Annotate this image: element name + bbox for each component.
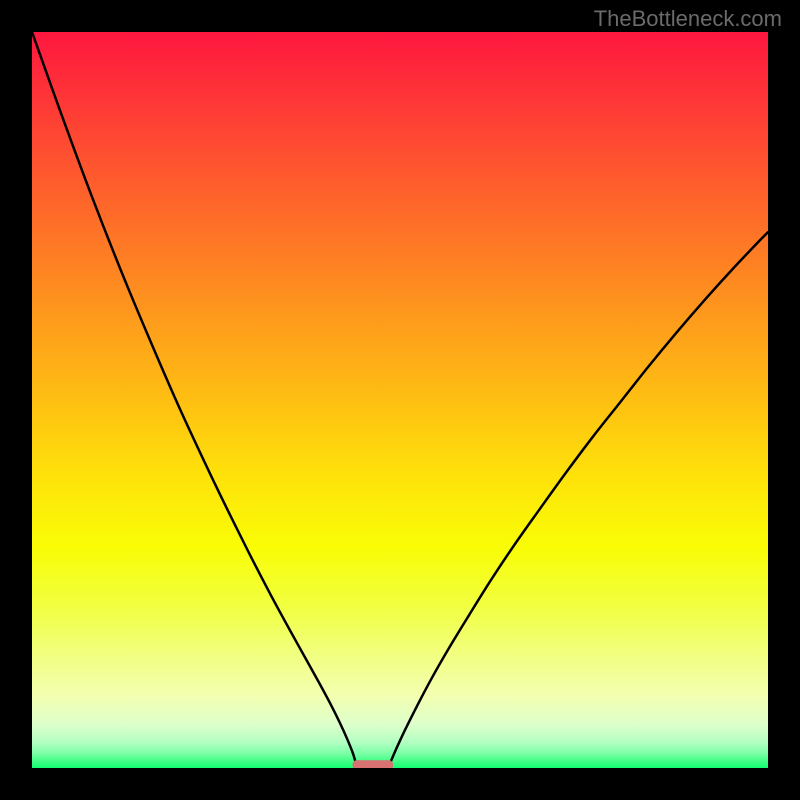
plot-area (32, 32, 768, 768)
plot-svg (32, 32, 768, 768)
curve-right (389, 232, 768, 766)
chart-frame: TheBottleneck.com (0, 0, 800, 800)
watermark-text: TheBottleneck.com (594, 6, 782, 32)
optimal-marker (353, 760, 393, 768)
curve-left (32, 32, 357, 766)
